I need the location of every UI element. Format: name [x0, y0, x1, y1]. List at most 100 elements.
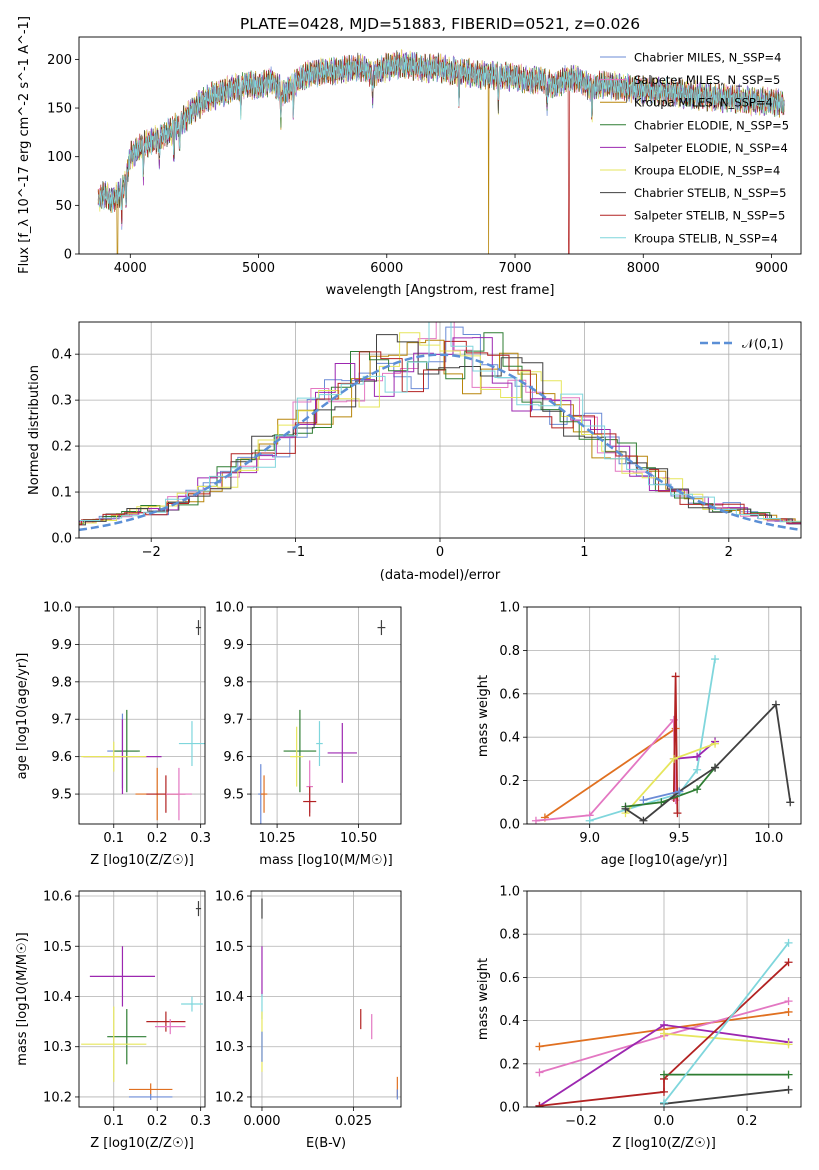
mass-vs-Z-x-tick-label: 0.3 [190, 1114, 211, 1129]
residuals-ylabel: Normed distribution [27, 365, 42, 495]
spectrum-x-tick-label: 9000 [755, 261, 788, 276]
mass-weight-marker [535, 1042, 544, 1051]
mass-vs-EBV-y-tick-label: 10.5 [215, 940, 244, 955]
residuals-x-tick-label: 2 [725, 545, 733, 560]
spectrum-ylabel: Flux [f_λ 10^-17 erg cm^-2 s^-1 A^-1] [17, 16, 32, 274]
mass-weight-marker [786, 798, 795, 807]
residuals-x-tick-label: 0 [436, 545, 444, 560]
mass-vs-Z-xlabel: Z [log10(Z/Z☉)] [90, 1136, 194, 1151]
weight-vs-age-x-tick-label: 9.0 [579, 831, 600, 846]
spectrum-title: PLATE=0428, MJD=51883, FIBERID=0521, z=0… [240, 15, 640, 33]
weight-vs-Z-axes: −0.2 0.0 0.2 0.0 0.2 0.4 0.6 0.8 1.0 [499, 885, 801, 1129]
mass-vs-Z-y-tick-label: 10.4 [43, 990, 72, 1005]
mass-vs-Z-y-tick-label: 10.6 [43, 890, 72, 905]
weight-vs-age-frame [526, 606, 802, 825]
spectrum-x-tick-label: 8000 [627, 261, 660, 276]
weight-vs-Z-ylabel: mass weight [476, 958, 491, 1040]
spectrum-x-tick-label: 7000 [498, 261, 531, 276]
residuals-xlabel: (data-model)/error [380, 568, 501, 583]
mass-vs-EBV-y-tick-label: 10.2 [215, 1090, 244, 1105]
mass-vs-EBV-xlabel: E(B-V) [306, 1136, 346, 1151]
mass-weight-marker [660, 1087, 668, 1096]
weight-vs-Z-xlabel: Z [log10(Z/Z☉)] [612, 1136, 716, 1151]
weight-vs-age-x-tick-label: 10.0 [754, 831, 783, 846]
residuals-y-tick-label: 0.0 [51, 532, 72, 547]
age-vs-Z-y-tick-label: 9.6 [51, 750, 72, 765]
mass-vs-EBV-axes: 0.000 0.025 10.2 10.3 10.4 10.5 10.6 [215, 890, 401, 1129]
spectrum-x-tick-label: 5000 [242, 261, 275, 276]
age-vs-Z-plot-area [79, 607, 205, 824]
weight-vs-Z-y-tick-label: 0.6 [499, 971, 520, 986]
mass-vs-EBV-frame [250, 890, 402, 1108]
mass-weight-marker [639, 816, 648, 824]
mass-vs-Z-plot-area [79, 891, 205, 1107]
weight-vs-age-ylabel: mass weight [476, 675, 491, 757]
residuals-y-tick-label: 0.4 [51, 348, 72, 363]
age-vs-mass-y-tick-label: 9.6 [223, 750, 244, 765]
age-vs-mass-xlabel: mass [log10(M/M☉)] [259, 853, 392, 868]
mass-weight-line [643, 790, 680, 801]
age-vs-Z-y-tick-label: 9.7 [51, 713, 72, 728]
legend-entry: Chabrier ELODIE, N_SSP=5 [634, 118, 789, 132]
normal-reference-curve [78, 353, 802, 532]
mass-weight-marker [693, 785, 702, 794]
age-vs-Z-xlabel: Z [log10(Z/Z☉)] [90, 853, 194, 868]
spectrum-series-line [97, 52, 785, 213]
age-vs-mass-plot-area [251, 607, 401, 824]
mass-weight-marker [784, 1007, 793, 1016]
legend-entry: Salpeter STELIB, N_SSP=5 [634, 209, 785, 223]
residual-histogram [79, 332, 801, 525]
mass-weight-marker [660, 1070, 668, 1079]
mass-weight-marker [784, 997, 793, 1006]
weight-vs-Z-x-tick-label: 0.2 [737, 1114, 758, 1129]
mass-weight-marker [711, 763, 720, 772]
weight-vs-Z-y-tick-label: 0.0 [499, 1101, 520, 1116]
age-vs-Z-y-tick-label: 9.8 [51, 675, 72, 690]
age-vs-mass-x-tick-label: 10.25 [258, 831, 295, 846]
mass-weight-line [663, 1032, 789, 1046]
legend-entry: Chabrier MILES, N_SSP=4 [634, 51, 781, 65]
spectrum-xlabel: wavelength [Angstrom, rest frame] [326, 283, 555, 298]
weight-vs-age-axes: 9.0 9.5 10.0 0.0 0.2 0.4 0.6 0.8 1.0 [499, 601, 801, 846]
spectrum-frame [78, 36, 802, 255]
mass-vs-Z-x-tick-label: 0.2 [147, 1114, 168, 1129]
age-vs-mass-y-tick-label: 9.7 [223, 713, 244, 728]
age-vs-Z-x-tick-label: 0.1 [103, 831, 124, 846]
spectrum-y-tick-label: 0 [64, 248, 72, 263]
mass-weight-marker [660, 1029, 668, 1038]
weight-vs-Z-x-tick-label: −0.2 [565, 1114, 597, 1129]
mass-vs-Z-axes: 0.1 0.2 0.3 10.2 10.3 10.4 10.5 10.6 [43, 890, 211, 1129]
age-vs-Z-x-tick-label: 0.3 [190, 831, 211, 846]
mass-vs-EBV-y-tick-label: 10.3 [215, 1040, 244, 1055]
legend-entry: Chabrier STELIB, N_SSP=5 [634, 186, 786, 200]
spectrum-axes: 4000 5000 6000 7000 8000 9000 0 50 100 150 200 [47, 37, 801, 276]
mass-weight-marker [784, 1085, 793, 1094]
age-vs-mass-x-tick-label: 10.50 [340, 831, 377, 846]
mass-weight-marker [621, 804, 630, 813]
mass-weight-marker [671, 672, 680, 681]
residuals-y-tick-label: 0.2 [51, 440, 72, 455]
spectrum-x-tick-label: 4000 [114, 261, 147, 276]
mass-weight-line [625, 767, 716, 808]
age-vs-Z-y-tick-label: 9.9 [51, 638, 72, 653]
residuals-axes: −2 −1 0 1 2 0.0 0.1 0.2 0.3 0.4 [51, 322, 802, 560]
mass-vs-Z-y-tick-label: 10.3 [43, 1040, 72, 1055]
legend-entry: 𝒩(0,1) [742, 336, 784, 351]
mass-vs-EBV-plot-area [251, 891, 401, 1107]
weight-vs-Z-x-tick-label: 0.0 [654, 1114, 675, 1129]
mass-weight-marker [585, 816, 594, 824]
age-vs-mass-y-tick-label: 9.9 [223, 638, 244, 653]
spectrum-x-tick-label: 6000 [370, 261, 403, 276]
mass-weight-marker [669, 754, 678, 763]
age-vs-mass-frame [250, 606, 402, 825]
weight-vs-age-y-tick-label: 1.0 [499, 601, 520, 616]
mass-weight-line [625, 702, 792, 822]
mass-vs-EBV-y-tick-label: 10.6 [215, 890, 244, 905]
spectrum-y-tick-label: 50 [55, 199, 72, 214]
mass-weight-marker [660, 1020, 668, 1029]
mass-weight-marker [784, 938, 793, 947]
mass-weight-marker [784, 958, 793, 967]
weight-vs-age-xlabel: age [log10(age/yr)] [601, 853, 728, 868]
age-vs-Z-axes: 0.1 0.2 0.3 9.5 9.6 9.7 9.8 9.9 10.0 [43, 601, 211, 847]
